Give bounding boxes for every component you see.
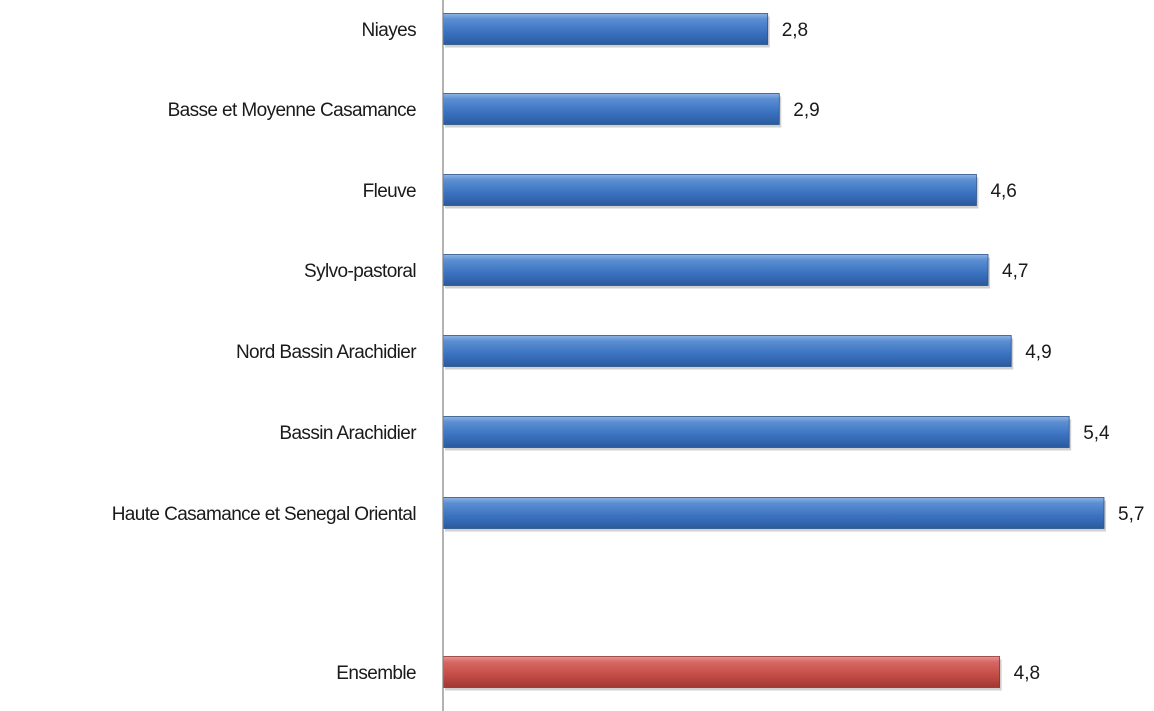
value-label: 2,9 [793, 100, 819, 121]
category-label: Nord Bassin Arachidier [236, 342, 417, 363]
bar [442, 416, 1070, 448]
value-label: 5,7 [1118, 504, 1144, 525]
value-label: 4,6 [990, 181, 1016, 202]
value-label: 4,7 [1002, 261, 1028, 282]
value-label: 4,9 [1025, 342, 1051, 363]
category-label: Bassin Arachidier [279, 423, 417, 444]
category-label: Haute Casamance et Senegal Oriental [112, 504, 416, 525]
bar [442, 656, 1001, 688]
category-label: Niayes [362, 20, 417, 41]
value-label: 2,8 [782, 20, 808, 41]
category-label: Basse et Moyenne Casamance [168, 100, 416, 121]
category-label: Fleuve [363, 181, 416, 202]
category-labels-group: Niayes Basse et Moyenne Casamance Fleuve Sy… [112, 20, 418, 684]
bar [442, 335, 1012, 367]
value-label: 5,4 [1083, 423, 1110, 444]
value-labels-group: 2,8 2,9 4,6 4,7 4,9 5,4 5,7 4,8 [782, 20, 1145, 684]
bars-group [442, 13, 1106, 691]
value-label: 4,8 [1014, 663, 1040, 684]
bar [442, 174, 977, 206]
category-label: Ensemble [336, 663, 416, 684]
category-label: Sylvo-pastoral [304, 261, 416, 282]
bar [442, 497, 1105, 529]
bar [442, 93, 780, 125]
bar [442, 13, 769, 45]
bar [442, 254, 989, 286]
